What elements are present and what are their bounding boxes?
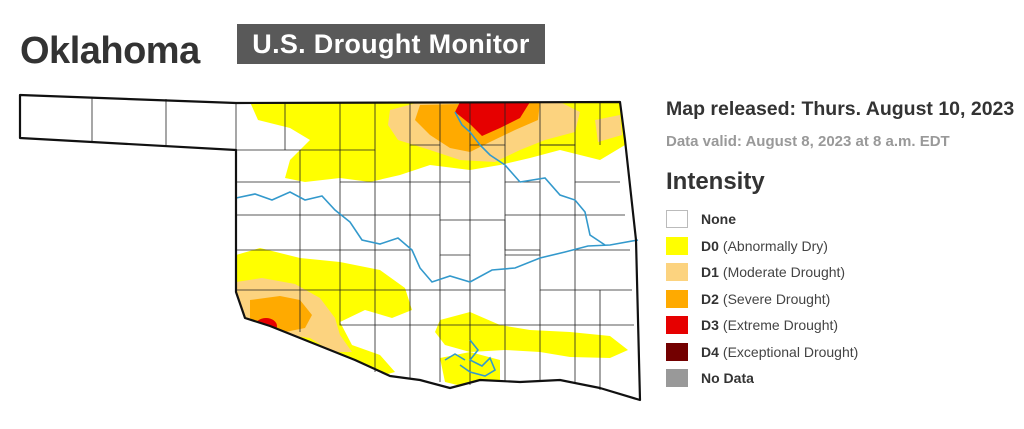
legend-code: D2 (701, 290, 719, 307)
legend-code: D4 (701, 343, 719, 360)
legend-code: None (701, 211, 736, 228)
state-outline (18, 93, 642, 402)
legend-item-no-data: No Data (666, 365, 1016, 392)
data-valid-date: Data valid: August 8, 2023 at 8 a.m. EDT (666, 133, 950, 150)
state-title: Oklahoma (20, 30, 200, 72)
legend-item-d3: D3 (Extreme Drought) (666, 312, 1016, 339)
d0-south-central (435, 312, 628, 358)
d3-north (455, 102, 530, 136)
drought-map (18, 93, 642, 402)
legend-item-d0: D0 (Abnormally Dry) (666, 233, 1016, 260)
legend-swatch-no-data (666, 369, 688, 388)
legend-code: D0 (701, 237, 719, 254)
legend-item-none: None (666, 206, 1016, 233)
legend-item-d2: D2 (Severe Drought) (666, 286, 1016, 313)
oklahoma-map-svg (18, 93, 642, 402)
legend-desc: (Abnormally Dry) (722, 237, 828, 254)
legend-swatch-d3 (666, 316, 688, 335)
d3-southwest (255, 318, 277, 334)
legend-desc: (Severe Drought) (722, 290, 831, 307)
legend-swatch-d4 (666, 342, 688, 361)
info-panel: Map released: Thurs. August 10, 2023 Dat… (666, 98, 1016, 392)
legend-code: D1 (701, 264, 719, 281)
legend-desc: (Moderate Drought) (722, 264, 846, 281)
legend-title: Intensity (666, 168, 765, 195)
rivers (235, 111, 639, 377)
legend-swatch-none (666, 210, 688, 229)
d1-ne-patch (595, 115, 622, 142)
legend-desc: (Exceptional Drought) (722, 343, 859, 360)
legend-swatch-d0 (666, 236, 688, 255)
legend-item-d4: D4 (Exceptional Drought) (666, 339, 1016, 366)
legend-swatch-d2 (666, 289, 688, 308)
legend-item-d1: D1 (Moderate Drought) (666, 259, 1016, 286)
map-released-date: Map released: Thurs. August 10, 2023 (666, 98, 1015, 120)
legend-code: No Data (701, 370, 754, 387)
legend-swatch-d1 (666, 263, 688, 282)
legend-code: D3 (701, 317, 719, 334)
legend: None D0 (Abnormally Dry) D1 (Moderate Dr… (666, 206, 1016, 392)
legend-desc: (Extreme Drought) (722, 317, 839, 334)
usdm-banner: U.S. Drought Monitor (237, 24, 545, 64)
